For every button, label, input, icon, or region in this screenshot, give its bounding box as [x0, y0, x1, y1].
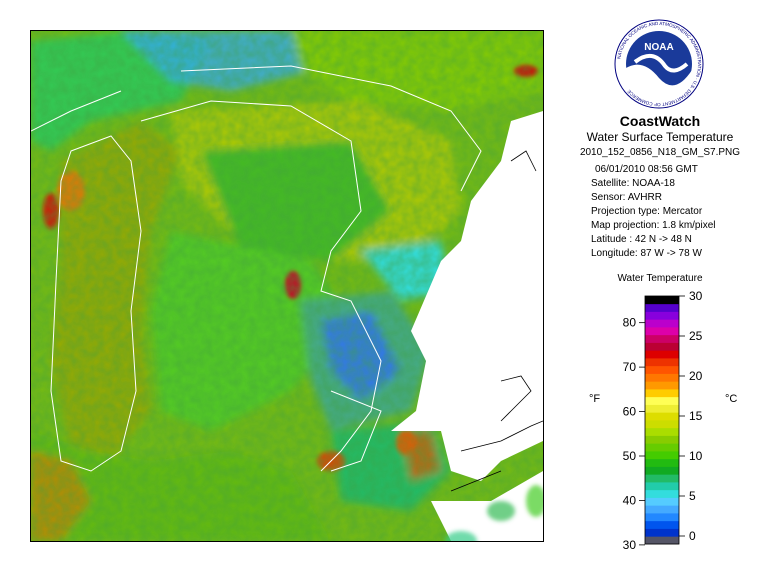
image-filename: 2010_152_0856_N18_GM_S7.PNG — [579, 147, 741, 158]
celsius-tick-label: 5 — [689, 489, 696, 503]
noaa-logo-text: NOAA — [644, 42, 673, 53]
celsius-tick-label: 25 — [689, 329, 703, 343]
legend-swatch — [645, 466, 679, 475]
legend-swatch — [645, 482, 679, 491]
legend-swatch — [645, 404, 679, 413]
celsius-tick-label: 20 — [689, 369, 703, 383]
sst-map[interactable] — [30, 30, 544, 542]
page-subtitle: Water Surface Temperature — [586, 130, 734, 144]
celsius-unit: °C — [725, 393, 737, 405]
sst-map-canvas — [31, 31, 543, 541]
legend-swatch — [645, 342, 679, 351]
latitude-label: Latitude : 42 N -> 48 N — [591, 234, 692, 245]
coastlines — [31, 65, 482, 472]
fahrenheit-tick-label: 50 — [623, 449, 637, 463]
legend-swatch — [645, 513, 679, 522]
legend-swatch — [645, 311, 679, 320]
fahrenheit-tick-label: 70 — [623, 360, 637, 374]
legend-swatch — [645, 443, 679, 452]
legend-swatch — [645, 396, 679, 405]
legend-swatch — [645, 381, 679, 390]
legend-swatch — [645, 373, 679, 382]
land-cloud-patches — [445, 485, 543, 541]
satellite-label: Satellite: NOAA-18 — [591, 178, 675, 189]
legend-swatch — [645, 296, 679, 305]
legend-swatch — [645, 474, 679, 483]
legend-swatch — [645, 536, 679, 545]
map-projection-label: Map projection: 1.8 km/pixel — [591, 220, 716, 231]
noaa-logo: NOAA NATIONAL OCEANIC AND ATMOSPHERIC AD… — [614, 19, 704, 109]
legend-swatch — [645, 303, 679, 312]
legend-swatch — [645, 435, 679, 444]
legend-swatch — [645, 327, 679, 336]
legend-swatch — [645, 489, 679, 498]
land-borders — [450, 150, 543, 492]
legend-swatch — [645, 358, 679, 367]
celsius-tick-label: 0 — [689, 529, 696, 543]
celsius-ticks: 0 5 10 15 20 25 30 — [679, 290, 703, 543]
legend-title: Water Temperature — [617, 273, 703, 284]
fahrenheit-ticks: 30 40 50 60 70 80 — [623, 316, 645, 552]
land-patch-south — [431, 471, 543, 541]
legend-swatch — [645, 505, 679, 514]
sensor-label: Sensor: AVHRR — [591, 192, 662, 203]
celsius-tick-label: 10 — [689, 449, 703, 463]
legend-swatch — [645, 520, 679, 529]
fahrenheit-unit: °F — [589, 393, 600, 405]
legend-swatch — [645, 458, 679, 467]
fahrenheit-tick-label: 40 — [623, 493, 637, 507]
date-time: 06/01/2010 08:56 GMT — [595, 164, 698, 175]
legend-swatch — [645, 451, 679, 460]
legend-swatch — [645, 350, 679, 359]
legend-swatch — [645, 427, 679, 436]
legend-swatch — [645, 319, 679, 328]
color-legend: 30 40 50 60 70 80 0 5 10 15 20 25 30 °F °C — [589, 290, 737, 552]
legend-swatch — [645, 365, 679, 374]
legend-swatch — [645, 412, 679, 421]
legend-swatch — [645, 497, 679, 506]
fahrenheit-tick-label: 30 — [623, 538, 637, 552]
fahrenheit-tick-label: 80 — [623, 316, 637, 330]
legend-swatch — [645, 528, 679, 537]
legend-swatch — [645, 389, 679, 398]
celsius-tick-label: 30 — [689, 290, 703, 303]
celsius-tick-label: 15 — [689, 409, 703, 423]
legend-swatch — [645, 334, 679, 343]
land-mass — [391, 111, 543, 481]
legend-frame — [644, 295, 680, 545]
fahrenheit-tick-label: 60 — [623, 405, 637, 419]
projection-type-label: Projection type: Mercator — [591, 206, 703, 217]
legend-swatches — [645, 296, 679, 545]
page-title: CoastWatch — [619, 113, 701, 129]
legend-swatch — [645, 420, 679, 429]
longitude-label: Longitude: 87 W -> 78 W — [591, 248, 702, 259]
